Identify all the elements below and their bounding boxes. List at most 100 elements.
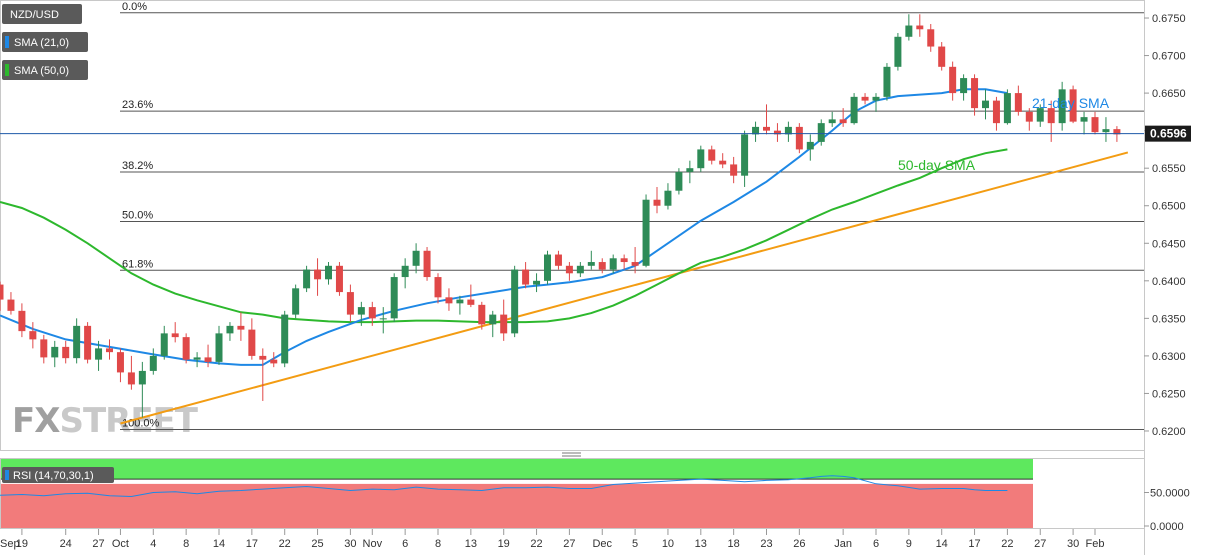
candle	[828, 111, 836, 127]
candle	[817, 119, 825, 146]
candle	[861, 93, 869, 105]
candle	[478, 301, 486, 330]
candle	[62, 340, 70, 364]
candle	[741, 130, 749, 187]
candle	[0, 281, 4, 311]
price-tick-label: 0.6650	[1152, 88, 1186, 100]
candle	[653, 186, 661, 214]
candle	[938, 42, 946, 71]
last-price-badge: 0.6596	[1145, 125, 1191, 142]
fib-label: 38.2%	[122, 160, 153, 172]
date-tick-label: 14	[936, 538, 948, 550]
candle	[401, 258, 409, 289]
date-tick-label: 27	[563, 538, 575, 550]
rsi-oversold-zone	[1, 483, 1033, 528]
candle	[226, 322, 234, 341]
candle	[544, 250, 551, 285]
rsi-panel: 50.0000 0.0000	[0, 459, 1190, 533]
date-tick-label: 6	[402, 538, 408, 550]
panel-resize-handle[interactable]	[562, 452, 581, 457]
date-tick-label: 19	[498, 538, 510, 550]
candle	[686, 160, 694, 184]
price-axis: 0.67500.67000.66500.66000.65500.65000.64…	[1144, 13, 1186, 438]
date-tick-label: 24	[60, 538, 72, 550]
date-tick-label: 13	[465, 538, 477, 550]
candle	[423, 247, 431, 281]
price-tick-label: 0.6700	[1152, 51, 1186, 63]
candle	[127, 355, 135, 390]
candle	[631, 247, 639, 274]
candle	[664, 183, 672, 210]
candle	[850, 93, 858, 125]
candle	[587, 250, 595, 270]
main-panel-frame	[0, 0, 1145, 451]
candle	[237, 312, 245, 341]
candle	[752, 121, 760, 142]
candle	[1091, 111, 1099, 135]
candle	[182, 333, 190, 364]
price-tick-label: 0.6400	[1152, 276, 1186, 288]
candle	[927, 24, 935, 52]
date-tick-label: 22	[1001, 538, 1013, 550]
candle	[992, 96, 1000, 131]
candle	[467, 284, 475, 308]
legend-label: NZD/USD	[10, 9, 59, 21]
price-tick-label: 0.6300	[1152, 351, 1186, 363]
rsi-tick-label: 0.0000	[1150, 521, 1184, 533]
candle	[719, 153, 727, 169]
rsi-tick-label: 50.0000	[1150, 487, 1190, 499]
fib-label: 61.8%	[122, 258, 153, 270]
candle	[905, 14, 913, 41]
date-tick-label: 4	[150, 538, 156, 550]
candle	[894, 33, 902, 71]
rsi-label-box: RSI (14,70,30,1)	[2, 467, 114, 483]
candle	[872, 93, 880, 112]
date-tick-label: Nov	[363, 538, 383, 550]
candle	[806, 134, 814, 161]
candle	[215, 325, 223, 365]
candle	[445, 288, 453, 311]
candle	[390, 273, 398, 323]
trendline	[120, 151, 1129, 425]
candle	[620, 254, 628, 270]
candle	[1080, 111, 1088, 135]
candle	[18, 303, 26, 338]
candle	[314, 258, 322, 296]
sma-50-line	[0, 148, 1008, 324]
candle	[1025, 108, 1033, 131]
date-tick-label: Feb	[1086, 538, 1105, 550]
legend-item: SMA (21,0)	[2, 32, 88, 52]
date-tick-label: 22	[279, 538, 291, 550]
candle	[916, 14, 924, 37]
candle	[138, 361, 146, 418]
legend-label: SMA (50,0)	[14, 65, 69, 77]
support-trendline	[120, 151, 1129, 425]
rsi-line	[0, 475, 1008, 498]
candle	[106, 339, 113, 360]
svg-text:RSI (14,70,30,1): RSI (14,70,30,1)	[13, 470, 94, 482]
candle	[325, 262, 332, 285]
candle	[335, 262, 343, 296]
candle	[270, 352, 278, 368]
candle	[1102, 117, 1110, 142]
candle	[554, 250, 562, 270]
candle	[971, 74, 979, 116]
date-tick-label: 23	[760, 538, 772, 550]
candle	[346, 284, 354, 323]
legend-item: NZD/USD	[2, 4, 82, 24]
candle	[368, 301, 376, 326]
candle	[281, 310, 289, 368]
price-tick-label: 0.6550	[1152, 163, 1186, 175]
date-tick-label: 22	[530, 538, 542, 550]
price-tick-label: 0.6250	[1152, 388, 1186, 400]
price-tick-label: 0.6200	[1152, 426, 1186, 438]
fxstreet-watermark: FXSTREET	[12, 401, 199, 441]
date-tick-label: 13	[695, 538, 707, 550]
fib-label: 0.0%	[122, 1, 147, 13]
price-tick-label: 0.6350	[1152, 313, 1186, 325]
candle	[522, 262, 530, 289]
candle	[292, 284, 300, 319]
candle	[982, 89, 989, 120]
